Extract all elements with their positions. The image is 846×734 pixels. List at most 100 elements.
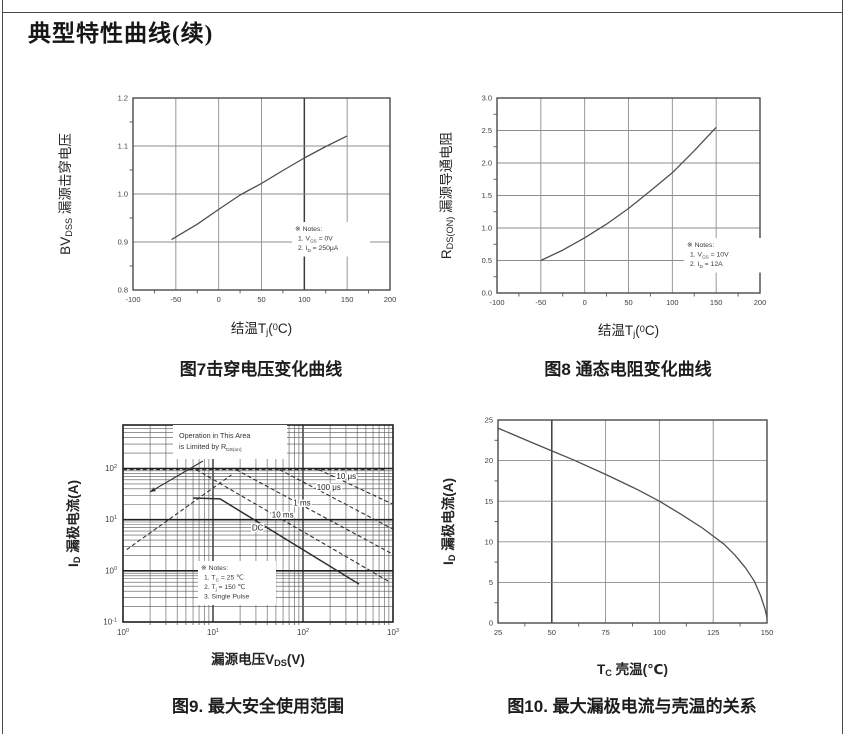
svg-text:2. Tj = 150 ℃: 2. Tj = 150 ℃ (204, 584, 246, 592)
fig9-ticks (149, 622, 390, 625)
svg-text:75: 75 (601, 628, 609, 637)
fig7-caption: 图7击穿电压变化曲线 (179, 360, 343, 379)
svg-text:0: 0 (217, 295, 221, 304)
svg-text:1. VGS = 10V: 1. VGS = 10V (690, 252, 729, 260)
svg-text:ID 漏极电流(A): ID 漏极电流(A) (440, 478, 457, 565)
svg-text:1.0: 1.0 (482, 224, 492, 233)
svg-text:Operation in This Area: Operation in This Area (179, 431, 250, 440)
fig10-caption: 图10. 最大漏极电流与壳温的关系 (507, 697, 757, 716)
svg-text:25: 25 (485, 416, 493, 425)
fig9-caption: 图9. 最大安全使用范围 (172, 697, 344, 716)
page-title: 典型特性曲线(续) (28, 21, 214, 46)
fig7-breakdown-voltage-chart: -100 -50 0 50 100 150 200 0.8 0.9 1.0 1.1 1.2 结温Tj(0… (58, 94, 397, 338)
svg-text:1.2: 1.2 (118, 94, 128, 103)
svg-text:2. ID = 250μA: 2. ID = 250μA (298, 245, 339, 253)
svg-text:2.0: 2.0 (482, 159, 492, 168)
svg-text:0: 0 (583, 298, 587, 307)
svg-text:100: 100 (298, 295, 311, 304)
fig10-ticks (494, 439, 741, 627)
svg-text:15: 15 (485, 497, 493, 506)
svg-text:10 μs: 10 μs (336, 472, 356, 481)
svg-text:101: 101 (207, 628, 219, 637)
svg-text:2.5: 2.5 (482, 126, 492, 135)
svg-text:101: 101 (105, 515, 117, 524)
svg-text:103: 103 (387, 628, 399, 637)
fig9-curve-pulse-100us (279, 469, 394, 530)
svg-text:200: 200 (384, 295, 397, 304)
svg-text:0: 0 (489, 619, 493, 628)
svg-text:100 μs: 100 μs (317, 483, 341, 492)
svg-text:0.8: 0.8 (118, 286, 128, 295)
svg-text:3. Single Pulse: 3. Single Pulse (204, 594, 250, 601)
page-border-right (842, 0, 843, 734)
svg-text:1 ms: 1 ms (293, 498, 310, 507)
fig7-curve-breakdown-voltage-vs-Tj (171, 135, 348, 241)
fig9-curve-dc (192, 497, 360, 585)
svg-text:※ Notes:: ※ Notes: (295, 226, 322, 233)
fig8-series (540, 126, 717, 262)
svg-text:10: 10 (485, 537, 493, 546)
svg-text:200: 200 (754, 298, 767, 307)
svg-text:-100: -100 (489, 298, 504, 307)
fig8-on-resistance-chart: -100 -50 0 50 100 150 200 0.0 0.5 1.0 1.5 2.0 2.5 3.0… (439, 94, 767, 340)
svg-text:100: 100 (653, 628, 666, 637)
fig7-series (171, 135, 348, 241)
svg-text:5: 5 (489, 578, 493, 587)
svg-text:※ Notes:: ※ Notes: (201, 565, 228, 572)
svg-text:50: 50 (257, 295, 265, 304)
svg-text:50: 50 (624, 298, 632, 307)
svg-text:1. TC = 25 ℃: 1. TC = 25 ℃ (204, 575, 244, 583)
fig9-notes: ※ Notes: 1. TC = 25 ℃2. Tj = 150 ℃ 3. Sing… (198, 561, 276, 605)
svg-text:漏源电压VDS(V): 漏源电压VDS(V) (211, 651, 305, 668)
fig9-series: 10 μs 100 μs 1 ms 10 ms DC (123, 469, 394, 585)
svg-text:BVDSS 漏源击穿电压: BVDSS 漏源击穿电压 (58, 133, 74, 255)
svg-text:150: 150 (710, 298, 723, 307)
fig10-grid (498, 420, 767, 623)
fig8-caption: 图8 通态电阻变化曲线 (544, 360, 712, 379)
svg-text:150: 150 (341, 295, 354, 304)
svg-text:100: 100 (666, 298, 679, 307)
svg-text:102: 102 (105, 464, 117, 473)
svg-text:-100: -100 (125, 295, 140, 304)
page-border-left (2, 0, 3, 734)
fig7-tick-labels: -100 -50 0 50 100 150 200 0.8 0.9 1.0 1.1 1.2 (118, 94, 397, 304)
fig10-curve-max-drain-current-vs-case-temp (497, 427, 768, 618)
fig7-notes: ※ Notes: 1. VGS = 0V2. ID = 250μA (292, 222, 370, 257)
fig9-curve-rdson-limit-line (126, 474, 232, 551)
fig7-grid (133, 98, 390, 290)
svg-text:150: 150 (761, 628, 774, 637)
svg-text:0.0: 0.0 (482, 289, 492, 298)
svg-text:0.9: 0.9 (118, 238, 128, 247)
svg-text:100: 100 (105, 566, 117, 575)
svg-text:1.1: 1.1 (118, 142, 128, 151)
svg-text:1.5: 1.5 (482, 191, 492, 200)
svg-text:1.0: 1.0 (118, 190, 128, 199)
svg-text:is Limited by RDS(on): is Limited by RDS(on) (179, 442, 242, 453)
svg-text:20: 20 (485, 456, 493, 465)
page-border-top (2, 12, 842, 13)
svg-text:结温Tj(0C): 结温Tj(0C) (231, 321, 292, 337)
fig10-current-derating-chart: 25 50 75 100 125 150 0 5 10 15 20 25 TC 壳温(℃) ID 漏极电流… (440, 416, 774, 679)
fig8-ticks (493, 113, 739, 297)
svg-text:25: 25 (494, 628, 502, 637)
svg-text:125: 125 (707, 628, 720, 637)
svg-text:10 ms: 10 ms (272, 511, 294, 520)
svg-text:102: 102 (297, 628, 309, 637)
svg-text:DC: DC (252, 524, 264, 533)
fig9-curve-pulse-10ms (195, 469, 390, 582)
svg-text:2. ID = 12A: 2. ID = 12A (690, 261, 723, 269)
svg-text:0.5: 0.5 (482, 256, 492, 265)
svg-text:1. VGS = 0V: 1. VGS = 0V (298, 236, 333, 244)
fig10-series (497, 427, 768, 618)
svg-text:※ Notes:: ※ Notes: (687, 242, 714, 249)
svg-text:TC 壳温(℃): TC 壳温(℃) (597, 661, 668, 678)
fig9-curve-pulse-1ms (235, 469, 394, 555)
svg-text:3.0: 3.0 (482, 94, 492, 103)
svg-text:-50: -50 (170, 295, 181, 304)
svg-text:10-1: 10-1 (103, 617, 117, 626)
fig8-tick-labels: -100 -50 0 50 100 150 200 0.0 0.5 1.0 1.5 2.0 2.5 3.0 (482, 94, 767, 307)
